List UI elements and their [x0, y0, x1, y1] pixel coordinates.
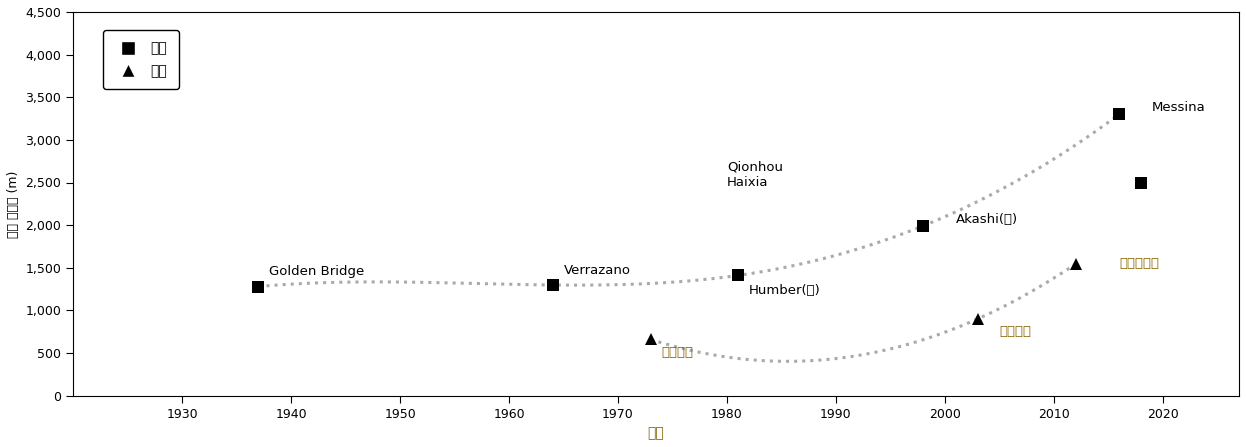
Text: Humber(영): Humber(영)	[749, 284, 820, 297]
Text: Messina: Messina	[1151, 101, 1206, 114]
X-axis label: 년도: 년도	[648, 426, 664, 440]
Text: 이순신대교: 이순신대교	[1119, 257, 1159, 270]
Text: 남해대교: 남해대교	[662, 346, 694, 358]
Text: Qionhou
Haixia: Qionhou Haixia	[726, 161, 782, 189]
Text: Verrazano: Verrazano	[563, 264, 630, 277]
Text: Golden Bridge: Golden Bridge	[269, 265, 365, 278]
Legend: 국외, 국내: 국외, 국내	[103, 30, 178, 89]
Text: 광안대교: 광안대교	[999, 325, 1032, 338]
Y-axis label: 최대 경간장 (m): 최대 경간장 (m)	[7, 170, 20, 237]
Text: Akashi(일): Akashi(일)	[956, 213, 1018, 226]
